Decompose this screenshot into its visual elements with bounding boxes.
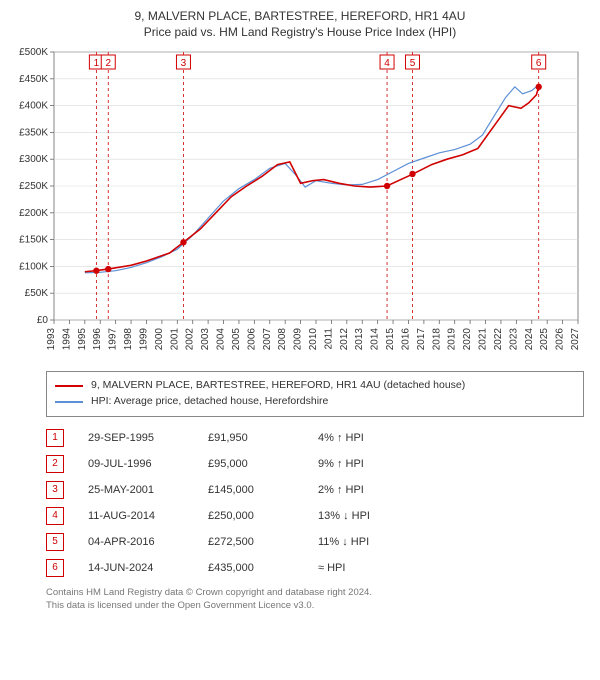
table-row: 4 11-AUG-2014£250,00013% ↓ HPI — [46, 503, 584, 529]
sale-number: 1 — [46, 429, 64, 447]
title-line2: Price paid vs. HM Land Registry's House … — [10, 24, 590, 40]
chart-svg: £0 £50K £100K £150K £200K £250K £300K £350K £400… — [10, 46, 590, 356]
svg-text:2001: 2001 — [169, 328, 180, 351]
table-row: 5 04-APR-2016£272,50011% ↓ HPI — [46, 529, 584, 555]
svg-text:2023: 2023 — [508, 328, 519, 351]
svg-text:2011: 2011 — [323, 328, 334, 350]
sale-price: £95,000 — [208, 458, 318, 470]
sale-number: 6 — [46, 559, 64, 577]
svg-text:2026: 2026 — [555, 328, 566, 351]
svg-text:2007: 2007 — [262, 328, 273, 351]
svg-text:2004: 2004 — [216, 328, 227, 351]
sale-vs-hpi: 4% ↑ HPI — [318, 432, 418, 444]
svg-text:£400K: £400K — [19, 101, 48, 112]
svg-text:2000: 2000 — [154, 328, 165, 351]
svg-text:2015: 2015 — [385, 328, 396, 351]
svg-text:2012: 2012 — [339, 328, 350, 351]
svg-text:2014: 2014 — [370, 328, 381, 351]
svg-text:£450K: £450K — [19, 74, 48, 85]
svg-text:£250K: £250K — [19, 181, 48, 192]
chart-title: 9, MALVERN PLACE, BARTESTREE, HEREFORD, … — [10, 8, 590, 40]
sale-date: 09-JUL-1996 — [88, 458, 208, 470]
svg-text:5: 5 — [410, 58, 416, 69]
svg-text:1993: 1993 — [46, 328, 57, 351]
svg-text:2009: 2009 — [293, 328, 304, 351]
sale-number: 4 — [46, 507, 64, 525]
svg-text:2016: 2016 — [400, 328, 411, 351]
svg-text:£500K: £500K — [19, 47, 48, 58]
sale-vs-hpi: ≈ HPI — [318, 562, 418, 574]
table-row: 3 25-MAY-2001£145,0002% ↑ HPI — [46, 477, 584, 503]
svg-text:2019: 2019 — [447, 328, 458, 351]
table-row: 1 29-SEP-1995£91,9504% ↑ HPI — [46, 425, 584, 451]
svg-text:1997: 1997 — [108, 328, 119, 351]
legend: 9, MALVERN PLACE, BARTESTREE, HEREFORD, … — [46, 371, 584, 417]
svg-text:2025: 2025 — [539, 328, 550, 351]
sales-table: 129-SEP-1995£91,9504% ↑ HPI209-JUL-1996£… — [46, 425, 584, 581]
svg-text:2027: 2027 — [570, 328, 581, 351]
svg-text:£150K: £150K — [19, 235, 48, 246]
sale-vs-hpi: 9% ↑ HPI — [318, 458, 418, 470]
svg-text:2017: 2017 — [416, 328, 427, 351]
legend-label: 9, MALVERN PLACE, BARTESTREE, HEREFORD, … — [91, 378, 465, 394]
sale-price: £145,000 — [208, 484, 318, 496]
footer-line1: Contains HM Land Registry data © Crown c… — [46, 587, 584, 600]
svg-text:2005: 2005 — [231, 328, 242, 351]
legend-label: HPI: Average price, detached house, Here… — [91, 394, 328, 410]
sale-date: 29-SEP-1995 — [88, 432, 208, 444]
sale-date: 14-JUN-2024 — [88, 562, 208, 574]
svg-text:6: 6 — [536, 58, 542, 69]
sale-date: 25-MAY-2001 — [88, 484, 208, 496]
legend-swatch — [55, 401, 83, 403]
table-row: 2 09-JUL-1996£95,0009% ↑ HPI — [46, 451, 584, 477]
sale-price: £435,000 — [208, 562, 318, 574]
svg-text:2008: 2008 — [277, 328, 288, 351]
sale-number: 5 — [46, 533, 64, 551]
svg-text:1999: 1999 — [138, 328, 149, 351]
svg-text:£100K: £100K — [19, 262, 48, 273]
svg-text:2006: 2006 — [246, 328, 257, 351]
footer: Contains HM Land Registry data © Crown c… — [46, 587, 584, 613]
svg-text:£0: £0 — [37, 315, 49, 326]
title-line1: 9, MALVERN PLACE, BARTESTREE, HEREFORD, … — [10, 8, 590, 24]
legend-item: 9, MALVERN PLACE, BARTESTREE, HEREFORD, … — [55, 378, 575, 394]
svg-text:2002: 2002 — [185, 328, 196, 351]
svg-text:1995: 1995 — [77, 328, 88, 351]
sale-date: 11-AUG-2014 — [88, 510, 208, 522]
sale-price: £250,000 — [208, 510, 318, 522]
sale-price: £272,500 — [208, 536, 318, 548]
svg-text:2021: 2021 — [478, 328, 489, 351]
svg-text:4: 4 — [384, 58, 390, 69]
svg-text:2: 2 — [105, 58, 111, 69]
sale-price: £91,950 — [208, 432, 318, 444]
sale-date: 04-APR-2016 — [88, 536, 208, 548]
svg-text:£300K: £300K — [19, 155, 48, 166]
svg-text:2010: 2010 — [308, 328, 319, 351]
svg-text:£50K: £50K — [25, 289, 49, 300]
svg-text:3: 3 — [181, 58, 187, 69]
svg-text:2013: 2013 — [354, 328, 365, 351]
svg-text:1996: 1996 — [92, 328, 103, 351]
svg-text:1998: 1998 — [123, 328, 134, 351]
svg-text:2003: 2003 — [200, 328, 211, 351]
svg-text:2020: 2020 — [462, 328, 473, 351]
legend-item: HPI: Average price, detached house, Here… — [55, 394, 575, 410]
sale-number: 3 — [46, 481, 64, 499]
sale-vs-hpi: 2% ↑ HPI — [318, 484, 418, 496]
price-chart: £0 £50K £100K £150K £200K £250K £300K £350K £400… — [10, 46, 590, 361]
sale-vs-hpi: 11% ↓ HPI — [318, 536, 418, 548]
svg-text:£350K: £350K — [19, 128, 48, 139]
table-row: 6 14-JUN-2024£435,000≈ HPI — [46, 555, 584, 581]
footer-line2: This data is licensed under the Open Gov… — [46, 600, 584, 613]
svg-text:1: 1 — [94, 58, 100, 69]
svg-text:2018: 2018 — [431, 328, 442, 351]
svg-text:2024: 2024 — [524, 328, 535, 351]
svg-text:£200K: £200K — [19, 208, 48, 219]
svg-text:1994: 1994 — [61, 328, 72, 351]
sale-vs-hpi: 13% ↓ HPI — [318, 510, 418, 522]
svg-text:2022: 2022 — [493, 328, 504, 351]
sale-number: 2 — [46, 455, 64, 473]
legend-swatch — [55, 385, 83, 387]
